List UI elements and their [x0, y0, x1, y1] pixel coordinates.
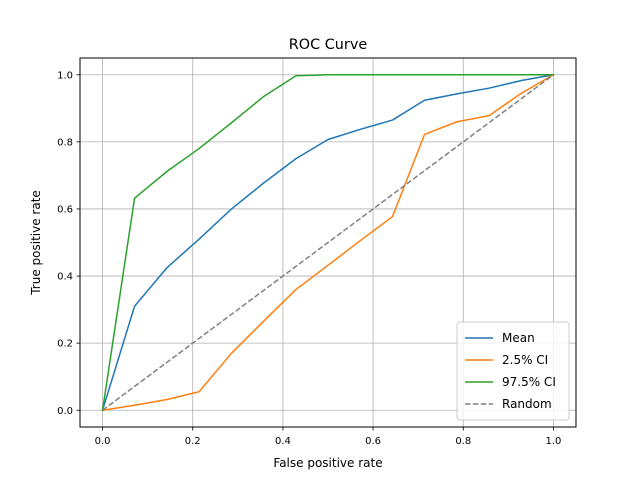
x-tick-label: 0.0 [95, 436, 111, 447]
y-tick-label: 0.8 [57, 137, 73, 148]
x-tick-label: 0.4 [275, 436, 291, 447]
legend-label: Random [502, 397, 552, 411]
plot-frame [79, 57, 577, 428]
series-line-2-5-ci [101, 73, 555, 412]
x-tick-label: 0.2 [185, 436, 201, 447]
chart-title: ROC Curve [289, 37, 368, 53]
y-tick-label: 0.4 [57, 272, 73, 283]
series-line-random [102, 74, 554, 411]
x-tick-label: 0.8 [455, 436, 471, 447]
series-lines [101, 73, 555, 412]
legend-label: 97.5% CI [502, 375, 556, 389]
series-line-mean [101, 73, 555, 412]
y-tick-label: 0.6 [57, 205, 73, 216]
x-tick-label: 0.6 [365, 436, 381, 447]
legend-label: 2.5% CI [502, 353, 548, 367]
legend-box [456, 321, 570, 421]
y-tick-label: 0.2 [57, 339, 73, 350]
series-line-97-5-ci [101, 74, 555, 412]
axis-ticks: 0.0 0.2 0.4 0.6 0.8 1.0 0.0 0.2 0.4 0.6 0.8 1.0 [57, 70, 561, 447]
y-tick-label: 1.0 [57, 70, 73, 81]
y-axis-label: True positive rate [29, 190, 43, 296]
grid [80, 58, 576, 427]
x-axis-label: False positive rate [273, 456, 382, 470]
legend: Mean 2.5% CI 97.5% CI Random [456, 321, 570, 421]
x-tick-label: 1.0 [546, 436, 562, 447]
y-tick-label: 0.0 [57, 406, 73, 417]
legend-label: Mean [502, 331, 535, 345]
